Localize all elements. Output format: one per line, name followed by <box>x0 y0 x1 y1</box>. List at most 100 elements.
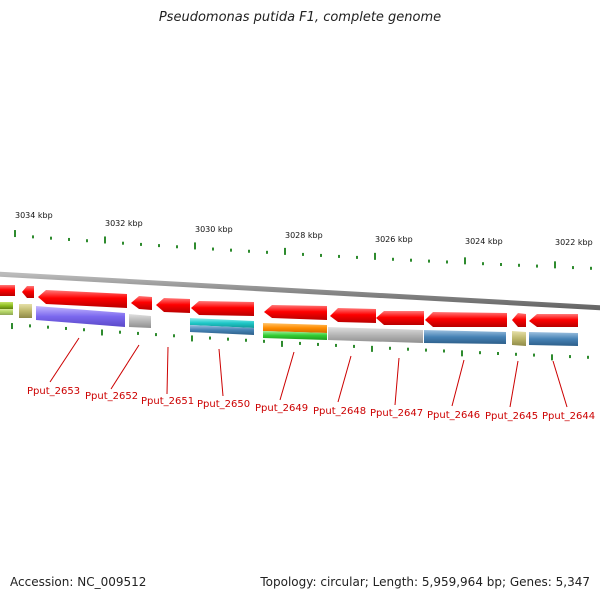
inner-tick <box>137 331 139 335</box>
gene-arrow-pput-2652[interactable] <box>131 296 152 310</box>
gene-label-pput-2652[interactable]: Pput_2652 <box>85 391 138 402</box>
scale-tick <box>32 235 34 239</box>
gene-arrow-pput-2645[interactable] <box>512 313 526 327</box>
gene-arrow-pput-2653[interactable] <box>38 290 127 308</box>
gene-arrow-pput-2646[interactable] <box>425 312 507 327</box>
inner-tick <box>353 344 355 348</box>
inner-tick <box>335 343 337 347</box>
feature-block <box>190 325 254 335</box>
scale-tick <box>338 254 340 258</box>
feature-block <box>512 331 526 346</box>
gene-arrow[interactable] <box>22 286 34 298</box>
inner-tick <box>533 353 535 357</box>
inner-tick <box>515 352 517 356</box>
feature-block <box>0 302 13 309</box>
scale-tick <box>428 259 430 263</box>
scale-labels: 3034 kbp 3032 kbp 3030 kbp 3028 kbp 3026… <box>15 211 593 247</box>
scale-tick <box>86 239 88 243</box>
scale-tick <box>518 263 520 267</box>
feature-block <box>424 330 506 344</box>
scale-label-3024: 3024 kbp <box>465 237 503 246</box>
scale-tick <box>122 241 124 245</box>
gene-arrow-pput-2647[interactable] <box>376 311 424 325</box>
scale-ticks-outer <box>14 230 592 270</box>
gene-label-pput-2647[interactable]: Pput_2647 <box>370 408 423 419</box>
gene-label-pput-2650[interactable]: Pput_2650 <box>197 399 250 410</box>
leader-line <box>552 360 568 408</box>
scale-tick <box>14 230 16 238</box>
scale-tick <box>446 260 448 264</box>
scale-label-3032: 3032 kbp <box>105 219 143 228</box>
scale-tick <box>68 237 70 241</box>
leader-line <box>451 359 465 407</box>
inner-tick <box>425 348 427 352</box>
gene-labels: Pput_2653 Pput_2652 Pput_2651 Pput_2650 … <box>27 386 595 422</box>
scale-tick <box>410 258 412 262</box>
inner-tick <box>29 324 31 328</box>
leader-line <box>218 348 224 397</box>
gene-label-leaders <box>49 337 568 408</box>
gene-label-pput-2651[interactable]: Pput_2651 <box>141 396 194 407</box>
inner-tick <box>47 325 49 329</box>
scale-ticks-inner <box>11 323 589 361</box>
scale-tick <box>536 264 538 268</box>
scale-tick <box>302 252 304 256</box>
scale-tick <box>104 236 106 244</box>
scale-tick <box>356 255 358 259</box>
inner-tick <box>371 345 373 352</box>
scale-tick <box>140 242 142 246</box>
gene-label-pput-2646[interactable]: Pput_2646 <box>427 410 480 421</box>
scale-tick <box>284 247 286 255</box>
inner-tick <box>263 339 265 343</box>
scale-tick <box>248 249 250 253</box>
scale-tick <box>572 266 574 270</box>
feature-block <box>129 314 151 328</box>
feature-block <box>190 318 254 328</box>
inner-tick <box>281 340 283 347</box>
inner-tick <box>317 342 319 346</box>
gene-label-pput-2644[interactable]: Pput_2644 <box>542 411 595 422</box>
scale-tick <box>266 250 268 254</box>
scale-tick <box>158 244 160 248</box>
inner-tick <box>245 338 247 342</box>
scale-tick <box>500 263 502 266</box>
gene-label-pput-2645[interactable]: Pput_2645 <box>485 411 538 422</box>
gene-arrow-pput-2651[interactable] <box>156 298 190 313</box>
scale-label-3034: 3034 kbp <box>15 211 53 220</box>
gene-label-pput-2649[interactable]: Pput_2649 <box>255 403 308 414</box>
leader-line <box>279 351 295 401</box>
map-title: Pseudomonas putida F1, complete genome <box>158 10 442 25</box>
leader-line <box>337 355 352 403</box>
inner-tick <box>461 350 463 357</box>
feature-block <box>328 327 423 343</box>
scale-tick <box>464 257 466 265</box>
inner-tick <box>227 337 229 341</box>
feature-block <box>0 309 13 315</box>
inner-tick <box>299 341 301 345</box>
leader-line <box>49 337 80 383</box>
gene-arrow-pput-2649[interactable] <box>264 305 327 320</box>
gene-arrow-pput-2644[interactable] <box>529 314 578 327</box>
gene-label-pput-2648[interactable]: Pput_2648 <box>313 406 366 417</box>
genome-summary: Topology: circular; Length: 5,959,964 bp… <box>260 575 590 589</box>
inner-tick <box>11 323 13 330</box>
gene-track <box>0 285 578 327</box>
gene-label-pput-2653[interactable]: Pput_2653 <box>27 386 80 397</box>
scale-tick <box>194 242 196 250</box>
feature-block <box>263 331 327 340</box>
leader-line <box>394 357 400 406</box>
scale-tick <box>482 262 484 266</box>
scale-tick <box>176 245 178 249</box>
scale-tick <box>230 248 232 252</box>
feature-block <box>36 306 125 327</box>
gene-arrow[interactable] <box>0 285 15 296</box>
gene-arrow-pput-2648[interactable] <box>330 308 376 323</box>
gene-arrow-pput-2650[interactable] <box>191 301 254 316</box>
inner-tick <box>389 346 391 350</box>
genome-backbone <box>0 271 600 311</box>
scale-tick <box>392 257 394 261</box>
inner-tick <box>551 354 553 361</box>
inner-tick <box>209 336 211 340</box>
scale-label-3026: 3026 kbp <box>375 235 413 244</box>
